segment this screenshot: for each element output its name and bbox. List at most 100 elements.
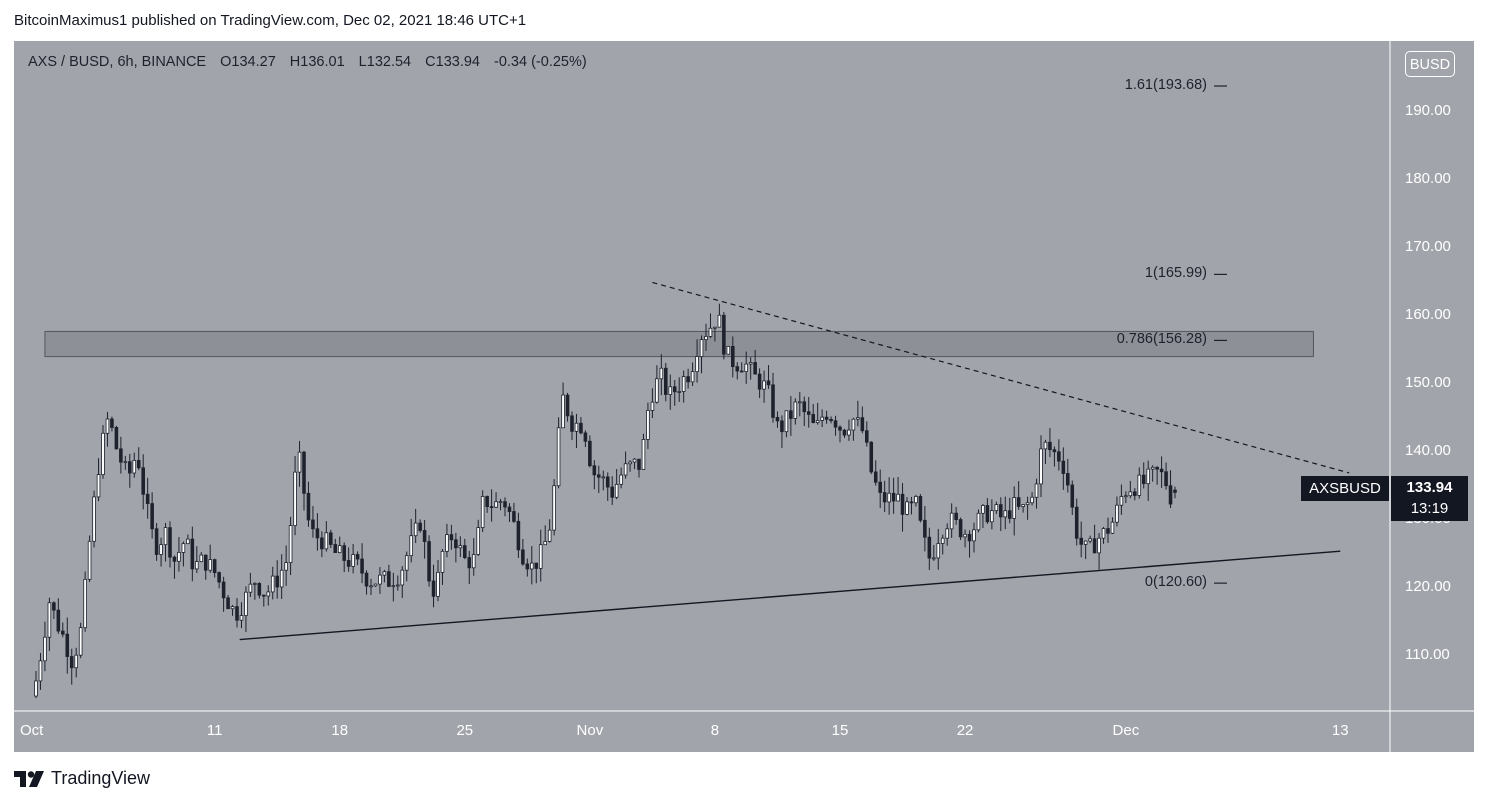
change-value: -0.34 (-0.25%): [494, 54, 587, 70]
candle-body: [1173, 489, 1177, 493]
candle-body: [976, 512, 981, 531]
candle-body: [172, 556, 177, 562]
candle-body: [360, 558, 364, 574]
candle-body: [1034, 483, 1039, 498]
candle-body: [1052, 449, 1057, 453]
candle-body: [489, 506, 494, 509]
candle-body: [739, 370, 744, 373]
candle-body: [806, 411, 811, 415]
close-label: C: [425, 54, 436, 70]
candle-body: [601, 476, 606, 479]
candle-body: [748, 362, 753, 365]
candle-body: [203, 554, 208, 571]
candle-body: [128, 461, 132, 474]
candle-body: [1141, 474, 1146, 485]
low-value: 132.54: [366, 54, 412, 70]
publisher-header: BitcoinMaximus1 published on TradingView…: [14, 12, 527, 29]
candle-body: [333, 544, 338, 553]
candle-body: [918, 496, 923, 521]
candle-body: [221, 581, 226, 599]
candle-body: [1106, 528, 1110, 534]
candle-body: [1066, 473, 1070, 486]
candle-body: [1070, 484, 1075, 508]
candle-body: [945, 528, 949, 539]
candle-body: [253, 583, 257, 585]
candle-body: [454, 539, 458, 549]
candle-body: [664, 367, 668, 395]
candle-body: [659, 367, 664, 380]
candle-body: [163, 527, 168, 546]
candle-body: [896, 493, 900, 502]
candle-body: [141, 467, 145, 495]
candle-body: [266, 591, 271, 597]
candle-body: [61, 630, 65, 635]
candle-body: [637, 458, 641, 470]
candle-body: [373, 583, 378, 587]
candle-body: [1016, 497, 1021, 507]
candle-body: [1137, 474, 1142, 496]
candle-body: [1061, 460, 1066, 474]
candle-body: [882, 492, 887, 503]
candle-body: [610, 486, 614, 498]
ascending-support-line: [239, 550, 1341, 641]
candle-body: [1088, 538, 1092, 542]
candle-body: [471, 554, 476, 569]
chart-frame[interactable]: [14, 41, 1474, 752]
candle-body: [1159, 468, 1164, 473]
candle-body: [802, 401, 807, 413]
candle-body: [592, 465, 597, 476]
candle-body: [1155, 466, 1159, 470]
candle-body: [248, 583, 253, 593]
candle-body: [762, 380, 766, 390]
candle-body: [860, 417, 865, 432]
candle-body: [766, 380, 771, 386]
candle-body: [369, 585, 373, 588]
candle-body: [364, 572, 369, 587]
candle-body: [570, 415, 574, 432]
candle-body: [994, 504, 999, 512]
candle-body: [789, 410, 793, 419]
footer-brand[interactable]: TradingView: [14, 768, 150, 789]
candle-body: [686, 376, 690, 383]
candle-body: [851, 418, 856, 431]
candle-body: [891, 492, 896, 502]
candle-body: [619, 474, 623, 485]
candle-body: [865, 430, 869, 443]
candle-body: [1119, 496, 1124, 506]
candle-body: [38, 660, 43, 682]
candle-body: [905, 501, 909, 515]
candle-body: [1164, 471, 1168, 487]
candle-body: [650, 401, 655, 411]
candle-body: [337, 545, 342, 553]
candle-body: [753, 362, 757, 375]
candle-body: [838, 426, 842, 431]
candle-body: [186, 538, 190, 545]
candle-body: [1048, 441, 1052, 451]
candle-body: [597, 474, 601, 478]
candle-body: [503, 501, 507, 508]
candle-body: [230, 606, 235, 610]
candle-body: [83, 578, 87, 629]
candle-body: [1097, 537, 1101, 554]
currency-badge[interactable]: BUSD: [1405, 51, 1455, 77]
candle-body: [288, 525, 293, 564]
candle-body: [105, 418, 110, 434]
high-value: 136.01: [300, 54, 345, 70]
candle-body: [900, 493, 905, 515]
candle-body: [579, 422, 583, 434]
candle-body: [382, 571, 387, 576]
candle-body: [297, 451, 302, 473]
candle-body: [552, 485, 556, 531]
candle-body: [690, 371, 695, 383]
candle-body: [324, 532, 329, 550]
candle-body: [672, 386, 677, 393]
candle-body: [244, 591, 248, 616]
candle-body: [815, 420, 820, 424]
candle-body: [306, 492, 311, 521]
candle-body: [1039, 448, 1043, 485]
candle-body: [655, 378, 659, 403]
candle-body: [476, 527, 480, 555]
time-tick-label: 11: [206, 722, 223, 739]
candle-body: [119, 448, 123, 463]
